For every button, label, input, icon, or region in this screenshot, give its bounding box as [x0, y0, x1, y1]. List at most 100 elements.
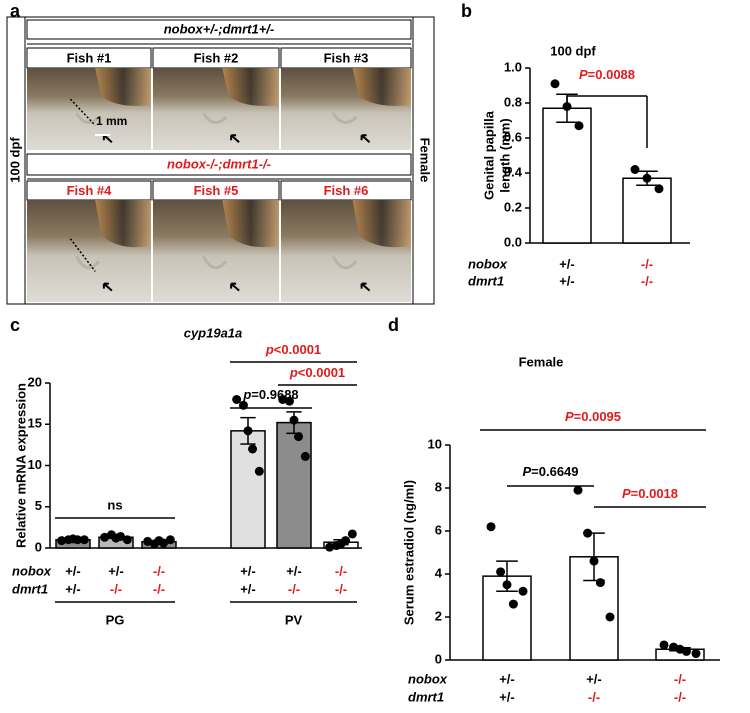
- y-tick-label: 0.2: [504, 199, 522, 214]
- data-point: [502, 580, 512, 590]
- genotype-label: -/-: [588, 689, 600, 704]
- genotype-name: dmrt1: [12, 581, 48, 596]
- genotype-title: nobox-/-;dmrt1-/-: [167, 156, 271, 171]
- y-tick-label: 0: [435, 651, 442, 666]
- papilla: [75, 112, 100, 124]
- papilla: [75, 255, 101, 270]
- genotype-label: -/-: [110, 581, 122, 596]
- genotype-name: nobox: [408, 671, 448, 686]
- genotype-label: -/-: [288, 581, 300, 596]
- comparison-label: p<0.0001: [265, 342, 321, 357]
- panel-label: c: [10, 315, 20, 335]
- data-point: [659, 640, 669, 650]
- genotype-label: -/-: [153, 563, 165, 578]
- y-tick-label: 0.0: [504, 234, 522, 249]
- scale-label: 1 mm: [96, 114, 127, 128]
- panel-label: d: [388, 315, 399, 335]
- genotype-name: nobox: [468, 256, 508, 271]
- image-panel: 100 dpf Female nobox+/-;dmrt1+/- nobox-/…: [6, 16, 435, 305]
- data-point: [284, 396, 294, 406]
- y-tick-label: 0.8: [504, 94, 522, 109]
- genotype-label: +/-: [240, 563, 256, 578]
- y-tick-label: 10: [28, 457, 42, 472]
- chart-title: cyp19a1a: [184, 325, 243, 340]
- fin: [222, 200, 279, 248]
- chart-title: 100 dpf: [550, 43, 596, 58]
- data-point: [278, 395, 288, 404]
- data-point: [583, 528, 593, 538]
- group-label: PG: [106, 612, 125, 627]
- comparison-label: p=0.9688: [242, 387, 298, 402]
- data-point: [562, 102, 572, 111]
- fin: [95, 68, 151, 106]
- genotype-label: +/-: [499, 671, 515, 686]
- genotype-label: +/-: [586, 671, 602, 686]
- photo-grid: Fish #1 Fish #2 Fish #3 Fish #4 Fish #5 Fish …: [26, 47, 412, 302]
- genotype-label: -/-: [153, 581, 165, 596]
- data-point: [248, 444, 258, 454]
- arrow: [360, 282, 371, 292]
- data-point: [159, 538, 169, 548]
- fin: [222, 68, 279, 106]
- arrow: [102, 282, 113, 292]
- papilla: [202, 112, 228, 124]
- data-point: [347, 529, 357, 539]
- data-point: [341, 536, 351, 546]
- data-point: [300, 451, 310, 461]
- fish-label: Fish #6: [324, 183, 369, 198]
- genotype-label: -/-: [641, 273, 653, 288]
- y-tick-label: 10: [428, 436, 442, 451]
- y-tick-label: 5: [35, 498, 42, 513]
- data-point: [100, 532, 110, 542]
- y-axis-label: Genital papilla: [481, 110, 496, 200]
- side-label: Female: [418, 138, 433, 183]
- genotype-label: +/-: [65, 563, 81, 578]
- fish-label: Fish #3: [324, 50, 369, 65]
- chart-title: Female: [519, 354, 564, 369]
- data-point: [289, 415, 299, 425]
- data-point: [254, 466, 264, 476]
- data-point: [589, 556, 599, 566]
- data-point: [165, 535, 175, 545]
- comparison-label: ns: [107, 497, 122, 512]
- data-point: [595, 578, 605, 588]
- y-tick-label: 4: [435, 565, 443, 580]
- genotype-label: -/-: [335, 563, 347, 578]
- fish-label: Fish #4: [67, 183, 113, 198]
- genotype-label: -/-: [641, 256, 653, 271]
- side-label: 100 dpf: [7, 137, 22, 183]
- data-point: [486, 522, 496, 532]
- genotype-label: +/-: [559, 256, 575, 271]
- data-point: [116, 531, 126, 541]
- data-point: [630, 165, 640, 174]
- y-tick-label: 15: [28, 416, 42, 431]
- frame: [6, 16, 435, 305]
- data-point: [681, 646, 691, 656]
- fish-label: Fish #5: [194, 183, 239, 198]
- genotype-bar: [26, 153, 412, 176]
- fin: [95, 200, 151, 248]
- data-point: [294, 432, 304, 442]
- comparison-label: P=0.0018: [622, 486, 678, 501]
- genotype-label: +/-: [499, 689, 515, 704]
- y-axis-label: length (mm): [497, 118, 512, 192]
- data-point: [232, 395, 242, 404]
- y-tick-label: 8: [435, 479, 442, 494]
- bar: [542, 107, 592, 244]
- comparison-label: P=0.6649: [522, 464, 578, 479]
- y-tick-label: 20: [28, 374, 42, 389]
- genotype-name: dmrt1: [468, 273, 504, 288]
- fin: [352, 68, 411, 106]
- genotype-label: +/-: [108, 563, 124, 578]
- data-point: [122, 535, 132, 545]
- genotype-title: nobox+/-;dmrt1+/-: [164, 21, 275, 36]
- data-point: [73, 535, 83, 545]
- genotype-label: -/-: [674, 689, 686, 704]
- genotype-label: +/-: [286, 563, 302, 578]
- data-point: [143, 536, 153, 546]
- data-point: [654, 184, 664, 194]
- genotype-label: -/-: [674, 671, 686, 686]
- genotype-label: -/-: [335, 581, 347, 596]
- data-point: [518, 586, 528, 596]
